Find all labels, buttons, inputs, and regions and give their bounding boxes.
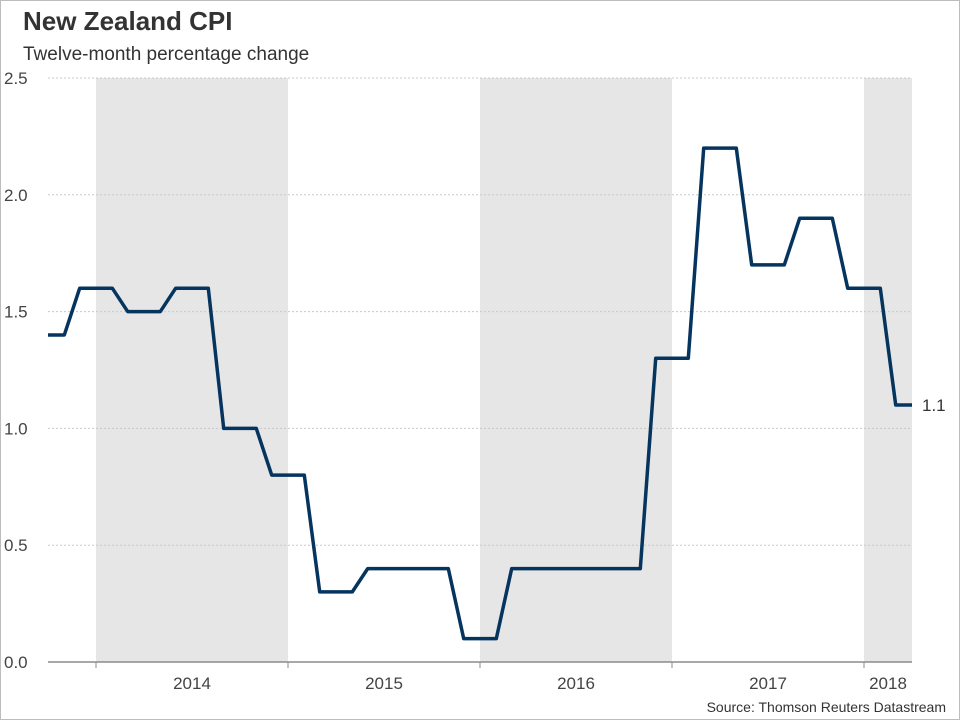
series-line-0 (48, 146, 912, 641)
source-note: Source: Thomson Reuters Datastream (706, 699, 946, 715)
x-tick-label: 2015 (365, 674, 403, 693)
data-labels: 1.1 (922, 396, 946, 415)
chart-title: New Zealand CPI (23, 6, 233, 36)
x-tick-label: 2014 (173, 674, 211, 693)
year-band-2018 (864, 78, 912, 662)
year-band-2014 (96, 78, 288, 662)
y-tick-label: 0.0 (4, 653, 28, 672)
series-group (48, 146, 912, 641)
year-bands (96, 78, 912, 662)
y-tick-label: 1.5 (4, 303, 28, 322)
chart-subtitle: Twelve-month percentage change (23, 44, 310, 65)
y-axis-ticks: 0.0 0.5 1.0 1.5 2.0 2.5 (4, 69, 28, 672)
x-tick-label: 2017 (749, 674, 787, 693)
y-tick-label: 0.5 (4, 536, 28, 555)
x-tick-label: 2018 (869, 674, 907, 693)
end-value-label: 1.1 (922, 396, 946, 415)
y-tick-label: 2.5 (4, 69, 28, 88)
y-tick-label: 2.0 (4, 186, 28, 205)
x-tick-label: 2016 (557, 674, 595, 693)
y-tick-label: 1.0 (4, 419, 28, 438)
gridlines (48, 77, 912, 546)
x-axis: 2014 2015 2016 2017 2018 (48, 661, 912, 693)
